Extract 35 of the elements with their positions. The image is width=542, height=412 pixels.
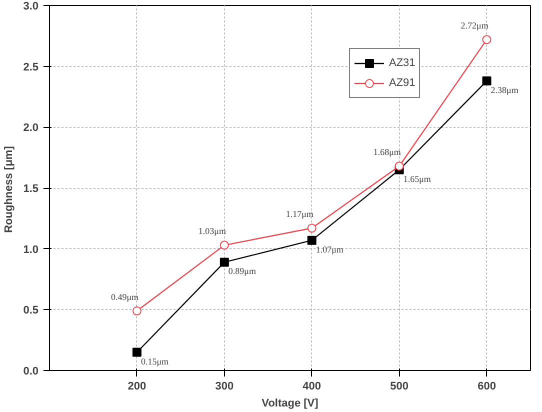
data-label: 1.07μm <box>316 244 344 254</box>
data-label: 0.89μm <box>228 266 256 276</box>
point <box>132 348 142 357</box>
y-tick-label: 2.0 <box>23 122 39 134</box>
point <box>307 236 316 245</box>
point <box>394 162 404 171</box>
y-axis-title: Roughness [μm] <box>3 146 16 233</box>
x-tick-label: 200 <box>128 380 146 392</box>
y-tick-label: 1.5 <box>23 183 39 195</box>
data-label: 0.15μm <box>140 356 169 366</box>
point <box>132 306 142 316</box>
x-tick-label: 500 <box>390 380 408 392</box>
data-label: 1.17μm <box>286 209 314 220</box>
legend-label: AZ91 <box>389 77 416 89</box>
x-tick-label: 600 <box>478 380 496 392</box>
data-label: 1.03μm <box>198 226 226 236</box>
point <box>307 224 316 233</box>
point <box>482 35 492 44</box>
x-tick-label: 300 <box>215 380 234 392</box>
data-label: 1.68μm <box>373 147 401 158</box>
legend-label: AZ31 <box>389 57 416 69</box>
data-label: 0.49μm <box>110 292 139 302</box>
y-tick-label: 0.0 <box>23 366 39 378</box>
y-tick-label: 2.5 <box>23 61 39 74</box>
data-label: 1.65μm <box>403 174 431 184</box>
y-tick-label: 3.0 <box>23 0 39 12</box>
x-axis-title: Voltage [V] <box>262 398 319 410</box>
point <box>220 258 229 267</box>
x-tick-label: 400 <box>302 380 322 392</box>
y-tick-label: 1.0 <box>23 244 39 256</box>
point <box>220 240 229 250</box>
point <box>482 76 492 86</box>
data-label: 2.72μm <box>460 20 488 31</box>
y-tick-label: 0.5 <box>23 304 39 317</box>
data-label: 2.38μm <box>490 84 518 95</box>
